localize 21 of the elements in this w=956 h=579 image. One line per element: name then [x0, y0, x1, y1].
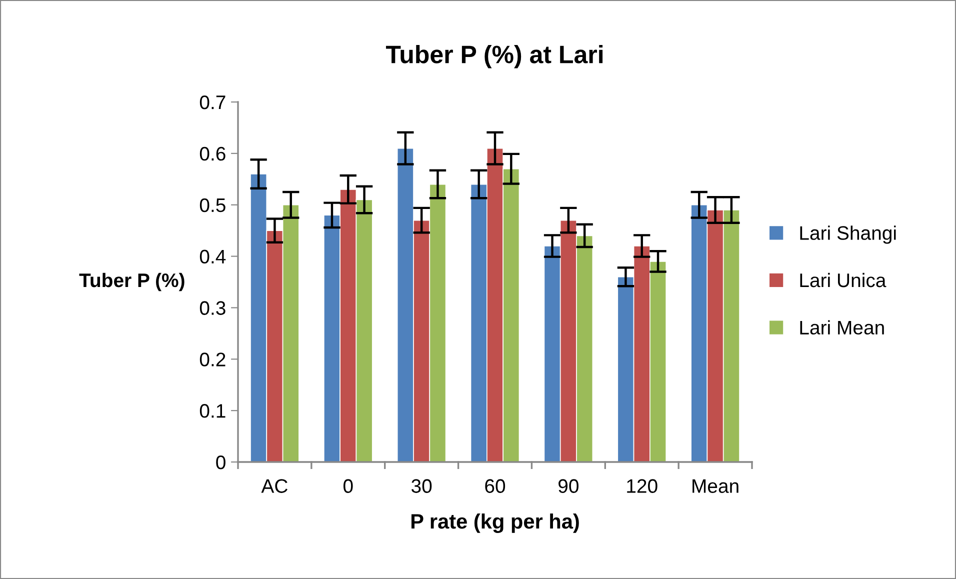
x-tick-label: AC	[261, 479, 288, 493]
x-tick-label: 0	[343, 479, 353, 493]
x-axis-title: P rate (kg per ha)	[411, 513, 579, 533]
y-tick-label: 0.7	[200, 95, 226, 110]
x-tick-label: 120	[627, 479, 658, 493]
x-tick-label: 90	[558, 479, 578, 493]
x-tick-label: 30	[412, 479, 432, 493]
y-tick-label: 0.6	[200, 146, 226, 161]
y-axis-title: Tuber P (%)	[79, 272, 184, 292]
legend-label: Lari Unica	[800, 272, 886, 288]
legend-label: Lari Shangi	[800, 226, 896, 244]
y-tick-label: 0.5	[200, 198, 226, 212]
y-tick-label: 0.2	[200, 352, 226, 366]
y-tick-label: 0	[216, 455, 226, 470]
x-tick-label: 60	[485, 479, 506, 493]
y-tick-label: 0.4	[200, 250, 226, 264]
y-tick-label: 0.3	[200, 301, 226, 315]
y-tick-label: 0.1	[200, 404, 226, 418]
chart-title: Tuber P (%) at Lari	[386, 44, 603, 68]
legend-label: Lari Mean	[800, 320, 884, 335]
x-tick-label: Mean	[692, 479, 738, 493]
